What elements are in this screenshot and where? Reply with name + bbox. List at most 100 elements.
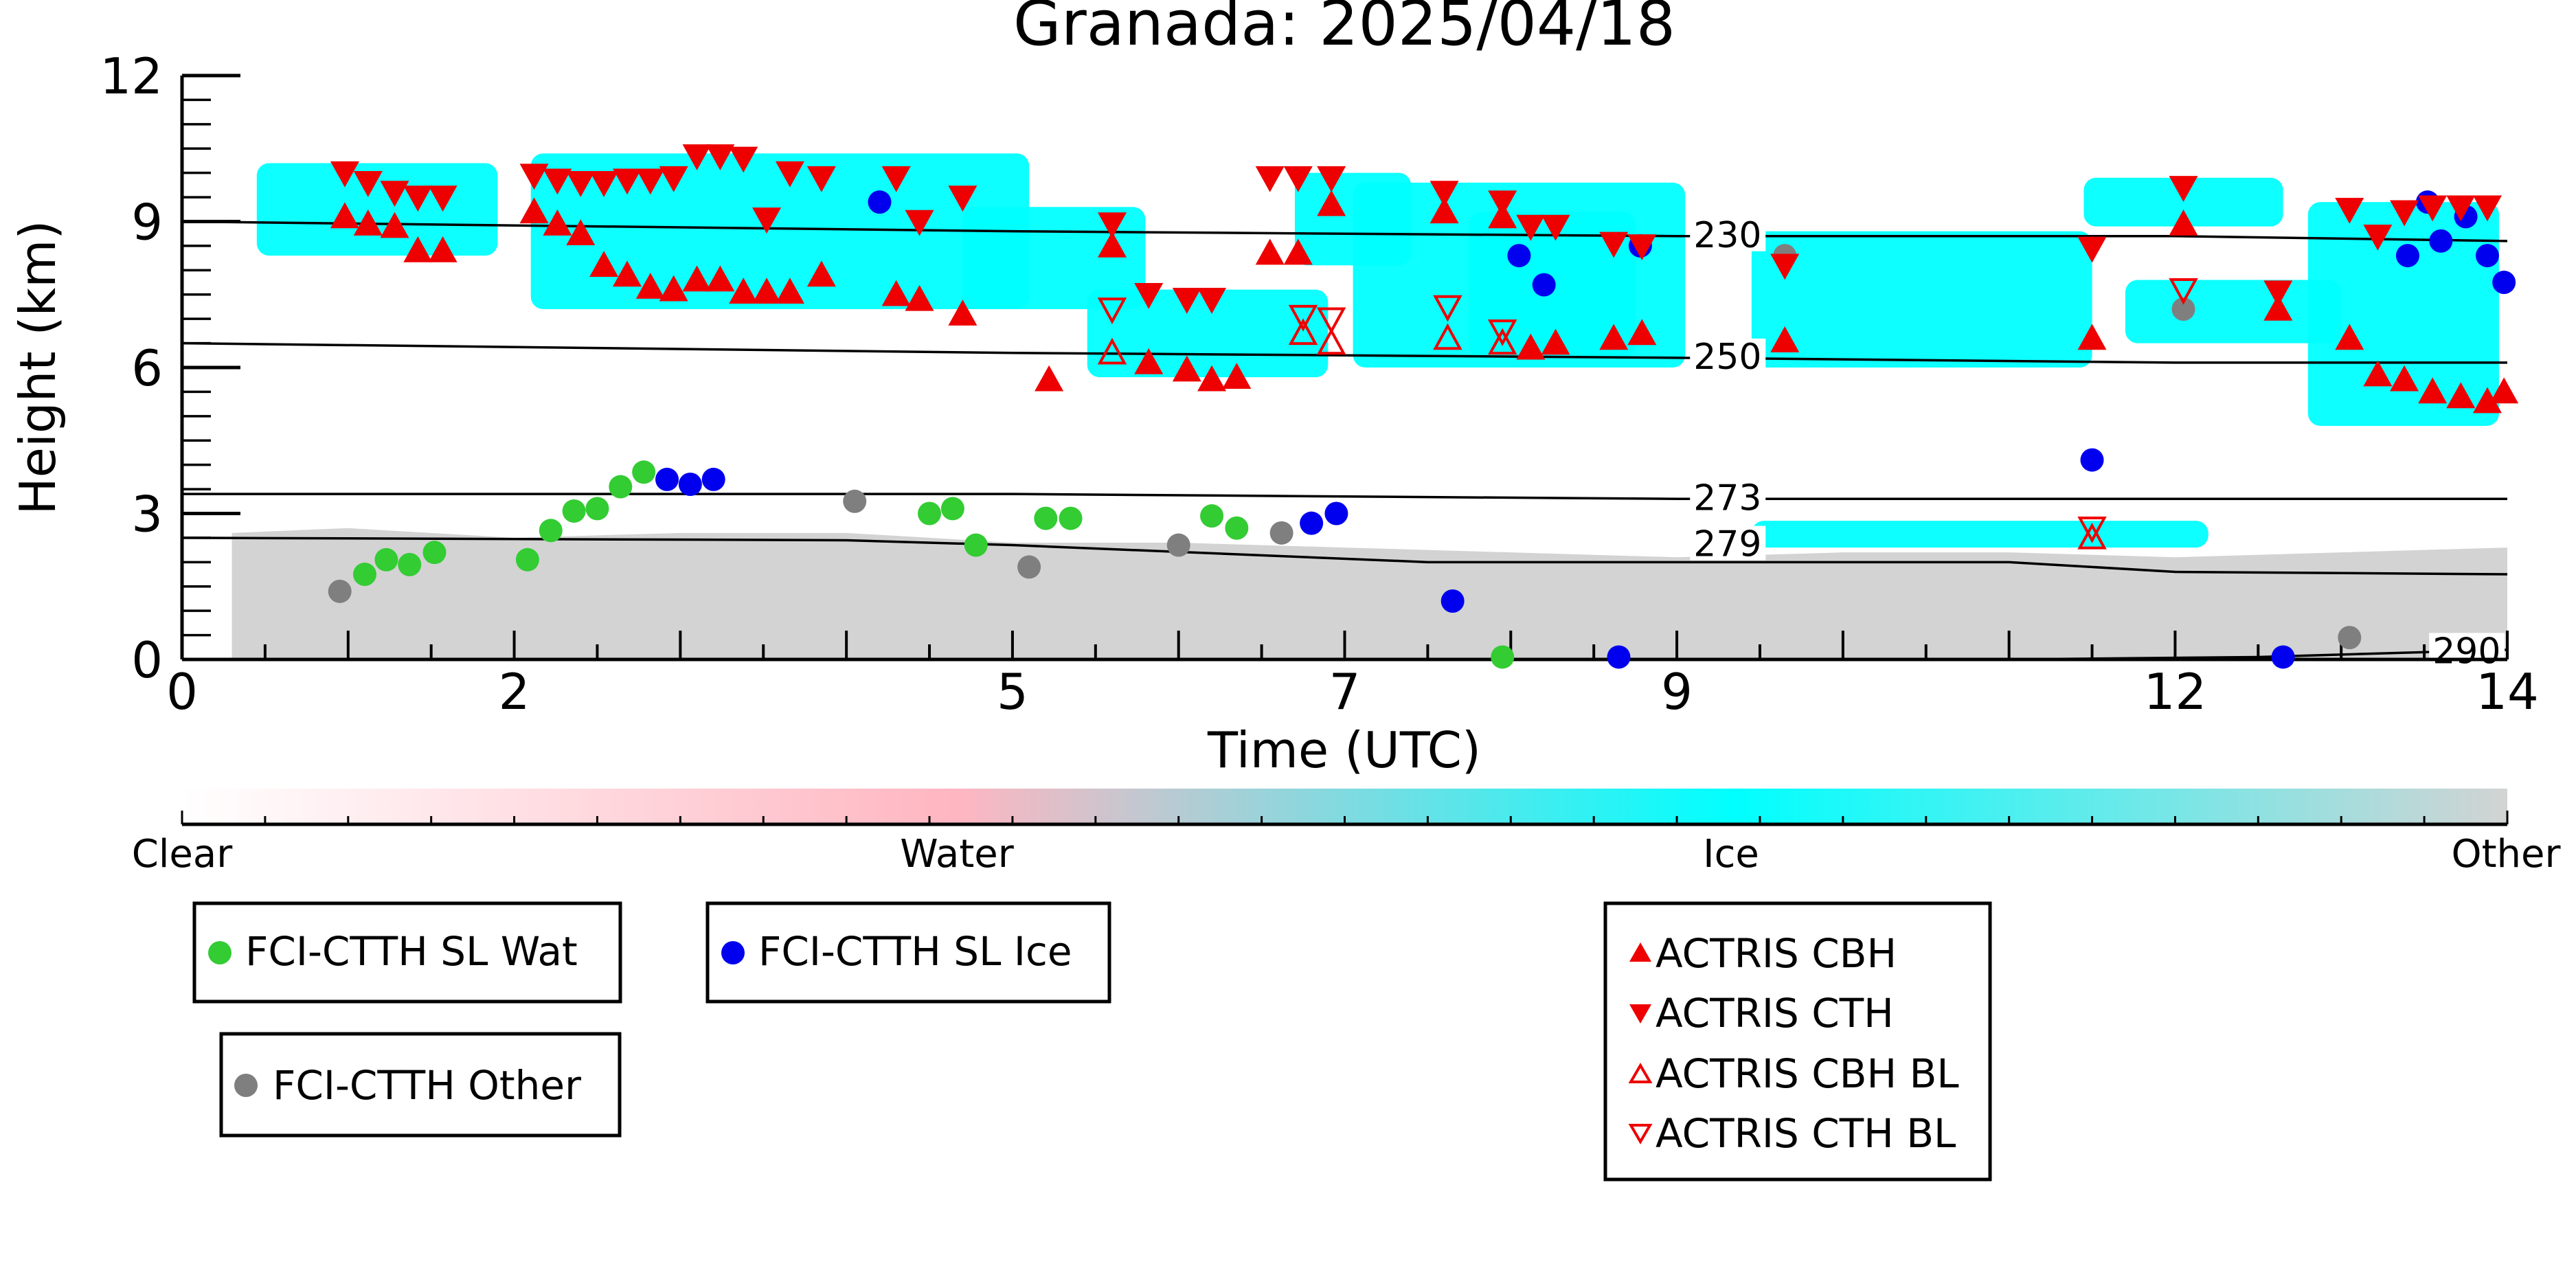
isotherm-label: 279 <box>1693 524 1761 565</box>
y-tick-label: 12 <box>100 47 163 105</box>
fci-ctth-sl-ice-point <box>868 190 892 214</box>
legend-marker-cth <box>1629 1004 1651 1024</box>
fci-ctth-sl-wat-point <box>918 501 942 526</box>
actris-cth-point <box>682 144 712 170</box>
fci-ctth-sl-ice-point <box>2429 229 2453 253</box>
fci-ctth-sl-ice-point <box>701 467 725 491</box>
actris-cth-point <box>775 161 804 188</box>
actris-cbh-point <box>1599 324 1629 350</box>
actris-cth-point <box>1172 288 1201 314</box>
actris-cbh-point <box>1317 190 1346 216</box>
legend-marker-ice <box>721 941 745 964</box>
actris-cbh-point <box>635 273 665 299</box>
fci-ctth-sl-ice-point <box>1507 244 1531 268</box>
actris-cth-point <box>566 171 596 197</box>
actris-cbh-point <box>403 236 433 262</box>
fci-ctth-sl-ice-point <box>1324 501 1348 526</box>
y-axis-label: Height (km) <box>9 221 67 515</box>
actris-cbh-point <box>2446 382 2476 409</box>
ice-cloud-region <box>1751 231 2092 368</box>
legend-box <box>192 901 622 1004</box>
actris-cth-point <box>1255 166 1285 192</box>
fci-ctth-sl-wat-point <box>352 563 376 587</box>
actris-cth-point <box>330 161 359 188</box>
actris-cbh-point <box>2489 377 2519 404</box>
isotherm-label-bg <box>2429 633 2505 668</box>
actris-cth-point <box>1317 166 1346 192</box>
other-background-layer <box>231 528 2507 659</box>
fci-ctth-sl-ice-point <box>2395 244 2419 268</box>
actris-cbh-point <box>1222 363 1252 389</box>
legend-other: FCI-CTTH Other <box>219 1032 622 1138</box>
actris-cth-point <box>881 166 911 192</box>
isotherm-line <box>181 220 2508 242</box>
actris-cbh-point <box>1627 319 1657 346</box>
actris-cbh-bl-point <box>2077 522 2107 550</box>
isotherm-label-bg <box>1690 216 1766 251</box>
actris-cth-point <box>948 185 978 212</box>
actris-cth-point <box>2418 195 2448 222</box>
actris-cth-point <box>1197 288 1227 314</box>
fci-ctth-sl-wat-point <box>632 460 656 484</box>
actris-cbh-point <box>543 210 572 236</box>
actris-cth-point <box>2446 195 2476 222</box>
fci-ctth-other-point <box>843 489 867 513</box>
colorbar-label-other: Other <box>2451 832 2561 877</box>
legend-label-wat: FCI-CTTH SL Wat <box>245 928 578 975</box>
y-tick-label: 6 <box>131 339 163 397</box>
ice-cloud-region <box>2083 177 2283 227</box>
actris-cth-point <box>705 144 735 170</box>
fci-ctth-sl-wat-point <box>585 497 609 521</box>
actris-cbh-point <box>519 197 549 224</box>
fci-ctth-sl-wat-point <box>1059 506 1083 530</box>
actris-cbh-point <box>682 265 712 292</box>
actris-cbh-point <box>752 278 782 304</box>
isotherm-line <box>181 536 2508 576</box>
actris-cbh-point <box>428 236 457 262</box>
fci-ctth-sl-ice-point <box>2271 645 2295 669</box>
actris-cth-bl-point <box>1288 304 1318 332</box>
fci-ctth-sl-wat-point <box>609 475 633 499</box>
fci-ctth-sl-ice-point <box>678 473 702 496</box>
plot-background <box>231 153 2507 659</box>
isotherm-label: 250 <box>1693 337 1761 378</box>
fci-ctth-sl-wat-point <box>398 552 422 576</box>
actris-cbh-point <box>881 280 911 306</box>
fci-ctth-other-point <box>1017 555 1041 579</box>
actris-cth-bl-point <box>1316 307 1346 335</box>
legend-actris: ACTRIS CBH ACTRIS CTH ACTRIS CBH BL ACTR… <box>1603 901 1992 1182</box>
legend-label-ice: FCI-CTTH SL Ice <box>758 928 1072 975</box>
actris-cbh-point <box>353 210 383 236</box>
fci-ctth-sl-wat-point <box>562 499 586 523</box>
actris-cth-point <box>1098 212 1127 239</box>
fci-ctth-sl-ice-point <box>1300 511 1324 535</box>
actris-cth-point <box>1283 166 1313 192</box>
legend-label-cbh: ACTRIS CBH <box>1656 930 1897 977</box>
fci-ctth-sl-wat-point <box>1034 506 1058 530</box>
actris-cbh-point <box>775 278 804 304</box>
actris-cbh-point <box>589 251 619 278</box>
legend-label-cth-bl: ACTRIS CTH BL <box>1656 1110 1956 1157</box>
actris-cth-point <box>752 207 782 234</box>
actris-cth-point <box>2263 280 2293 307</box>
actris-cth-point <box>519 163 549 190</box>
actris-cth-bl-point <box>1433 295 1462 322</box>
actris-cth-point <box>659 166 688 192</box>
actris-cbh-bl-point <box>1288 318 1318 346</box>
actris-cth-point <box>589 171 619 197</box>
actris-cth-point <box>2363 224 2393 251</box>
actris-cbh-point <box>1770 326 1800 352</box>
fci-ctth-sl-wat-point <box>422 541 447 565</box>
actris-cth-point <box>1430 181 1459 207</box>
actris-cbh-point <box>2169 210 2198 236</box>
actris-cbh-bl-point <box>1097 337 1127 365</box>
x-tick-label: 9 <box>1661 663 1693 721</box>
ice-cloud-region <box>2307 202 2499 426</box>
actris-cth-point <box>1541 214 1570 241</box>
actris-cbh-point <box>1098 231 1127 258</box>
actris-cth-point <box>905 210 934 236</box>
fci-ctth-sl-wat-point <box>515 547 539 572</box>
actris-cbh-point <box>1516 333 1546 360</box>
colorbar-label-water: Water <box>900 832 1015 877</box>
